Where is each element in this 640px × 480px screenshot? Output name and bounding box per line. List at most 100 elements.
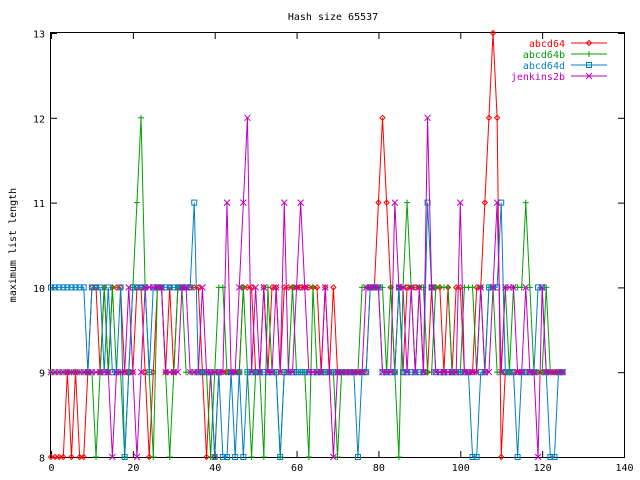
data-point-abcd64d [88, 284, 95, 291]
data-point-jenkins2b [158, 284, 165, 291]
data-point-jenkins2b [199, 284, 206, 291]
data-point-abcd64d [56, 284, 63, 291]
data-point-jenkins2b [252, 284, 259, 291]
data-point-abcd64d [64, 284, 71, 291]
data-point-abcd64 [330, 284, 337, 291]
data-point-abcd64 [268, 284, 276, 291]
y-tick-label: 11 [33, 199, 45, 210]
data-point-abcd64d [72, 284, 79, 291]
data-point-jenkins2b [391, 199, 399, 206]
series-jenkins2b [47, 114, 566, 461]
data-point-jenkins2b [289, 368, 296, 376]
data-point-abcd64d [252, 369, 259, 376]
data-point-jenkins2b [293, 284, 300, 291]
data-point-jenkins2b [194, 368, 202, 376]
data-point-abcd64d [297, 369, 304, 376]
data-point-abcd64b [166, 454, 173, 460]
data-point-jenkins2b [416, 284, 423, 291]
x-tick-label: 80 [373, 463, 385, 474]
data-point-abcd64 [473, 284, 480, 291]
data-point-jenkins2b [133, 453, 141, 461]
data-point-jenkins2b [260, 284, 268, 291]
data-point-abcd64d [76, 284, 83, 291]
data-point-jenkins2b [297, 199, 305, 206]
data-point-jenkins2b [248, 368, 255, 376]
legend-marker-abcd64 [585, 39, 593, 47]
data-point-abcd64d [52, 284, 59, 291]
data-point-jenkins2b [280, 199, 288, 206]
data-point-abcd64d [469, 454, 476, 460]
legend-marker-abcd64b [586, 51, 592, 57]
data-point-abcd64d [514, 454, 521, 460]
data-point-jenkins2b [325, 368, 333, 376]
data-point-jenkins2b [240, 199, 247, 206]
data-point-abcd64d [109, 369, 116, 376]
data-point-abcd64d [281, 369, 288, 376]
data-point-abcd64d [199, 369, 206, 376]
data-point-abcd64 [297, 284, 304, 291]
data-point-jenkins2b [358, 368, 366, 376]
data-point-abcd64b [150, 454, 157, 460]
data-point-jenkins2b [182, 284, 190, 291]
data-point-jenkins2b [510, 284, 517, 291]
data-point-abcd64d [293, 369, 300, 376]
data-point-abcd64d [354, 454, 361, 460]
data-point-jenkins2b [272, 284, 280, 291]
data-point-jenkins2b [330, 453, 337, 461]
data-point-abcd64b [248, 454, 255, 460]
data-point-jenkins2b [534, 453, 542, 461]
x-tick-label: 20 [127, 463, 139, 474]
data-point-abcd64d [117, 284, 124, 291]
data-point-jenkins2b [223, 199, 231, 206]
x-tick-label: 40 [209, 463, 221, 474]
data-point-jenkins2b [530, 368, 538, 376]
data-point-jenkins2b [538, 284, 546, 291]
data-point-jenkins2b [375, 284, 382, 291]
data-point-jenkins2b [321, 284, 329, 291]
data-point-abcd64d [129, 284, 136, 291]
data-point-abcd64 [146, 453, 153, 461]
data-point-jenkins2b [485, 368, 493, 376]
data-point-abcd64b [334, 454, 341, 460]
data-point-jenkins2b [473, 368, 481, 376]
data-point-abcd64d [244, 369, 251, 376]
data-point-abcd64 [485, 114, 493, 122]
series-group [47, 29, 566, 461]
series-abcd64d [48, 199, 566, 460]
data-point-jenkins2b [219, 368, 227, 376]
data-point-abcd64d [535, 284, 542, 291]
data-point-abcd64b [138, 114, 145, 121]
data-point-jenkins2b [256, 368, 264, 376]
x-tick-label: 120 [534, 463, 552, 474]
data-point-abcd64d [93, 284, 100, 291]
data-point-abcd64d [219, 454, 226, 460]
data-point-abcd64d [547, 454, 554, 460]
x-tick-label: 60 [291, 463, 303, 474]
data-point-abcd64d [125, 369, 132, 376]
data-point-jenkins2b [244, 114, 251, 122]
data-point-jenkins2b [452, 368, 460, 376]
legend-marker-abcd64d [586, 62, 592, 68]
data-point-abcd64d [408, 369, 415, 376]
data-point-jenkins2b [407, 284, 415, 291]
data-point-abcd64 [55, 453, 63, 461]
data-point-abcd64b [518, 284, 525, 291]
data-point-abcd64d [166, 284, 173, 291]
data-point-abcd64 [493, 114, 501, 122]
y-tick-label: 13 [33, 30, 45, 41]
data-point-jenkins2b [137, 368, 145, 376]
data-point-jenkins2b [518, 368, 526, 376]
data-point-abcd64 [203, 453, 210, 461]
data-point-abcd64 [375, 199, 382, 206]
data-point-jenkins2b [301, 284, 309, 291]
data-point-abcd64d [277, 454, 284, 460]
data-point-abcd64d [260, 369, 267, 376]
data-point-jenkins2b [129, 368, 137, 376]
data-point-abcd64 [60, 453, 67, 461]
data-point-abcd64d [322, 369, 329, 376]
data-point-abcd64d [510, 369, 517, 376]
data-point-abcd64d [133, 284, 140, 291]
data-point-abcd64 [76, 453, 83, 461]
